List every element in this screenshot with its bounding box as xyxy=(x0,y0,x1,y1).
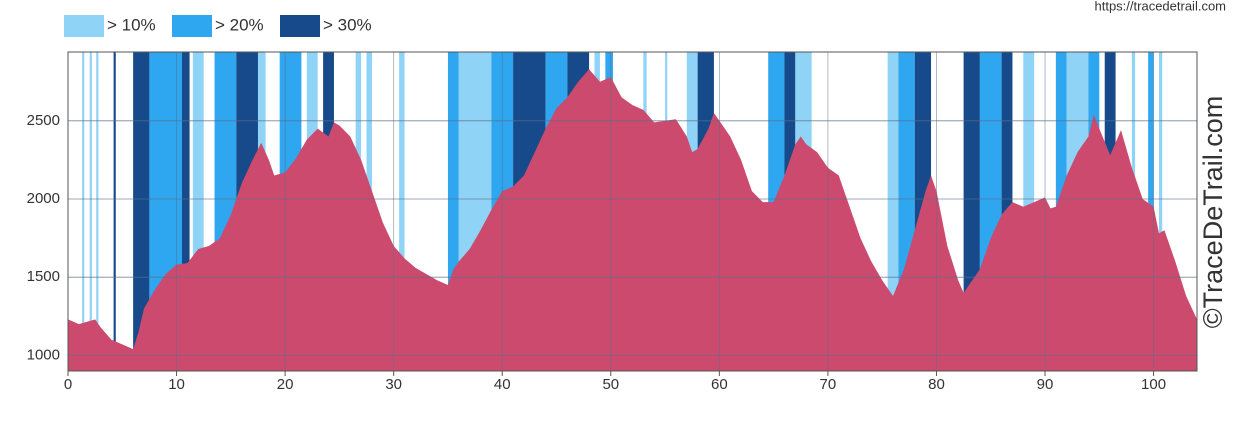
slope-band xyxy=(399,52,405,371)
slope-band xyxy=(887,52,899,371)
y-tick-label: 2500 xyxy=(27,112,60,129)
x-tick-label: 80 xyxy=(928,376,945,393)
elevation-area xyxy=(68,69,1197,371)
legend-label: > 20% xyxy=(215,15,264,34)
legend-swatch xyxy=(280,15,320,37)
x-tick-label: 40 xyxy=(494,376,511,393)
slope-band xyxy=(447,52,459,371)
plot-frame xyxy=(67,51,1198,372)
x-tick-label: 60 xyxy=(711,376,728,393)
x-tick-label: 100 xyxy=(1141,376,1166,393)
slope-band xyxy=(82,52,85,371)
legend-label: > 30% xyxy=(323,15,372,34)
slope-band xyxy=(113,52,116,371)
legend-swatch xyxy=(172,15,212,37)
x-tick-label: 20 xyxy=(277,376,294,393)
slope-band xyxy=(1159,52,1163,371)
y-tick-label: 1000 xyxy=(27,346,60,363)
slope-band xyxy=(133,52,150,371)
legend-label: > 10% xyxy=(107,15,156,34)
x-tick-label: 70 xyxy=(820,376,837,393)
y-tick-label: 1500 xyxy=(27,268,60,285)
x-tick-label: 50 xyxy=(602,376,619,393)
slope-band xyxy=(192,52,204,371)
source-url: https://tracedetrail.com xyxy=(1095,0,1227,13)
y-tick-label: 2000 xyxy=(27,190,60,207)
x-tick-label: 0 xyxy=(64,376,72,393)
slope-band xyxy=(181,52,190,371)
x-tick-label: 30 xyxy=(385,376,402,393)
x-tick-label: 10 xyxy=(168,376,185,393)
watermark: ©TraceDeTrail.com xyxy=(1198,96,1228,328)
legend-swatch xyxy=(64,15,104,37)
slope-band xyxy=(96,52,99,371)
x-tick-label: 90 xyxy=(1037,376,1054,393)
slope-band xyxy=(89,52,92,371)
